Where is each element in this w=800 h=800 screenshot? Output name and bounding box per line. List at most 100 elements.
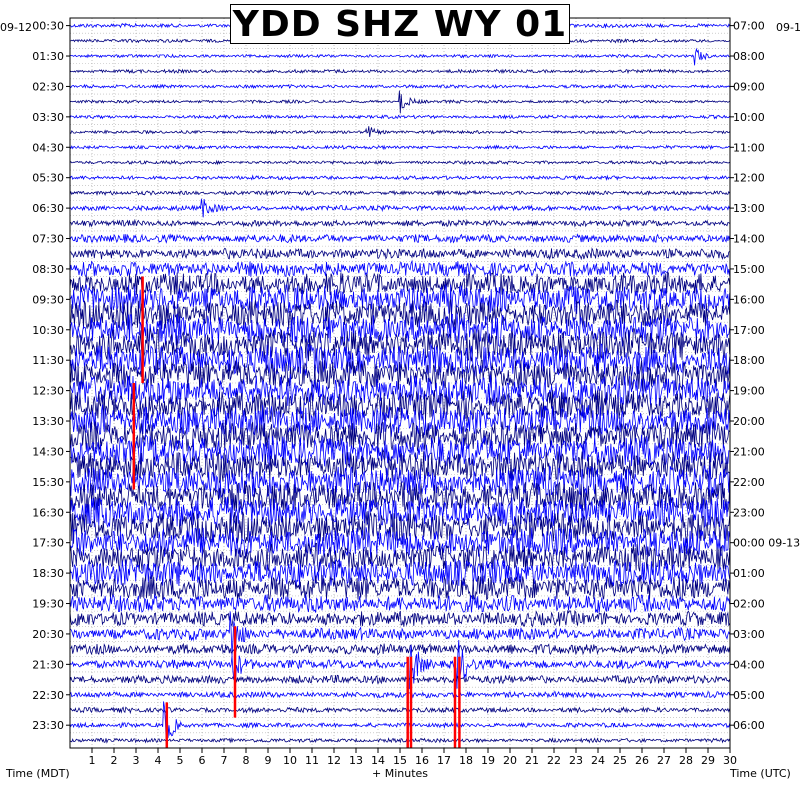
right-time-label: 21:00 <box>733 445 765 458</box>
trace-line <box>69 639 730 690</box>
trace-line <box>69 404 731 438</box>
x-tick-label: 7 <box>221 754 228 767</box>
right-time-label: 20:00 <box>733 415 765 428</box>
left-time-label: 11:30 <box>32 354 64 367</box>
left-time-label: 10:30 <box>32 324 64 337</box>
right-time-label: 17:00 <box>733 324 765 337</box>
left-time-label: 20:30 <box>32 628 64 641</box>
x-axis-label: + Minutes <box>372 767 428 780</box>
left-time-label: 16:30 <box>32 506 64 519</box>
trace-line <box>69 374 731 407</box>
right-time-label: 15:00 <box>733 263 765 276</box>
x-tick-label: 16 <box>415 754 429 767</box>
left-time-label: 23:30 <box>32 719 64 732</box>
right-date-label-top: 09-1 <box>776 21 800 34</box>
x-tick-label: 12 <box>327 754 341 767</box>
left-time-label: 18:30 <box>32 567 64 580</box>
right-time-label: 02:00 <box>733 598 765 611</box>
left-time-label: 21:30 <box>32 658 64 671</box>
x-tick-label: 5 <box>177 754 184 767</box>
x-tick-label: 2 <box>111 754 118 767</box>
trace-line <box>69 174 730 181</box>
trace-line <box>69 159 730 166</box>
x-tick-label: 18 <box>459 754 473 767</box>
left-time-label: 14:30 <box>32 445 64 458</box>
right-time-label: 05:00 <box>733 689 765 702</box>
trace-line <box>69 343 731 377</box>
x-tick-label: 8 <box>243 754 250 767</box>
trace-line <box>69 701 731 747</box>
trace-line <box>69 189 731 197</box>
seismic-traces <box>69 22 731 747</box>
x-tick-label: 26 <box>635 754 649 767</box>
x-tick-label: 4 <box>155 754 162 767</box>
left-time-label: 09:30 <box>32 293 64 306</box>
trace-line <box>69 218 730 228</box>
left-time-label: 19:30 <box>32 598 64 611</box>
x-tick-label: 14 <box>371 754 385 767</box>
trace-line <box>69 465 731 499</box>
x-tick-label: 24 <box>591 754 605 767</box>
left-time-label: 04:30 <box>32 141 64 154</box>
trace-line <box>69 83 731 90</box>
right-time-label: 12:00 <box>733 172 765 185</box>
x-tick-label: 20 <box>503 754 517 767</box>
left-time-label: 05:30 <box>32 172 64 185</box>
right-time-label: 18:00 <box>733 354 765 367</box>
left-time-label: 12:30 <box>32 385 64 398</box>
trace-line <box>69 642 731 656</box>
left-time-label: 17:30 <box>32 537 64 550</box>
right-time-label: 04:00 <box>733 658 765 671</box>
x-tick-label: 28 <box>679 754 693 767</box>
right-time-label: 13:00 <box>733 202 765 215</box>
left-time-label: 00:30 <box>32 20 64 33</box>
right-time-label: 08:00 <box>733 50 765 63</box>
left-time-label: 22:30 <box>32 689 64 702</box>
trace-line <box>69 420 731 454</box>
left-time-label: 02:30 <box>32 80 64 93</box>
trace-line <box>69 448 731 484</box>
x-tick-label: 30 <box>723 754 737 767</box>
x-axis-ticks: 1 2 3 4 5 6 7 8 9 10 11 12 13 14 15 16 17 18 19 20 21 22 23 24 2… <box>89 748 737 767</box>
x-tick-label: 6 <box>199 754 206 767</box>
trace-line <box>69 144 730 151</box>
trace-line <box>69 114 731 120</box>
right-time-labels: 07:00 08:00 09:00 10:00 11:00 12:00 13:00 14:00… <box>730 20 800 732</box>
trace-line <box>69 68 731 75</box>
x-tick-label: 23 <box>569 754 583 767</box>
x-tick-label: 1 <box>89 754 96 767</box>
right-time-label: 14:00 <box>733 233 765 246</box>
x-tick-label: 21 <box>525 754 539 767</box>
right-time-label: 11:00 <box>733 141 765 154</box>
right-time-label: 19:00 <box>733 385 765 398</box>
trace-line <box>69 233 731 244</box>
right-time-label: 09:00 <box>733 80 765 93</box>
trace-line <box>69 271 731 297</box>
right-time-label: 01:00 <box>733 567 765 580</box>
right-time-label: 22:00 <box>733 476 765 489</box>
right-time-label: 16:00 <box>733 293 765 306</box>
x-tick-label: 17 <box>437 754 451 767</box>
trace-line <box>69 90 730 114</box>
left-time-label: 15:30 <box>32 476 64 489</box>
left-time-label: 08:30 <box>32 263 64 276</box>
right-time-label: 10:00 <box>733 111 765 124</box>
left-time-label: 06:30 <box>32 202 64 215</box>
trace-line <box>69 198 731 218</box>
clipped-signal-marks <box>132 276 461 748</box>
trace-line <box>69 359 731 393</box>
x-tick-label: 13 <box>349 754 363 767</box>
trace-line <box>69 609 731 628</box>
trace-line <box>69 706 731 715</box>
trace-line <box>69 389 731 423</box>
trace-line <box>69 674 731 685</box>
trace-line <box>69 527 731 559</box>
trace-line <box>69 259 731 278</box>
left-time-labels: 00:30 01:30 02:30 03:30 04:30 05:30 06:30 07:30… <box>32 20 70 732</box>
left-time-label: 07:30 <box>32 233 64 246</box>
right-time-label: 06:00 <box>733 719 765 732</box>
chart-title: YDD SHZ WY 01 <box>232 3 568 45</box>
x-tick-label: 27 <box>657 754 671 767</box>
right-time-label: 00:00 09-13 <box>733 537 800 550</box>
left-date-label: 09-12 <box>0 21 32 34</box>
